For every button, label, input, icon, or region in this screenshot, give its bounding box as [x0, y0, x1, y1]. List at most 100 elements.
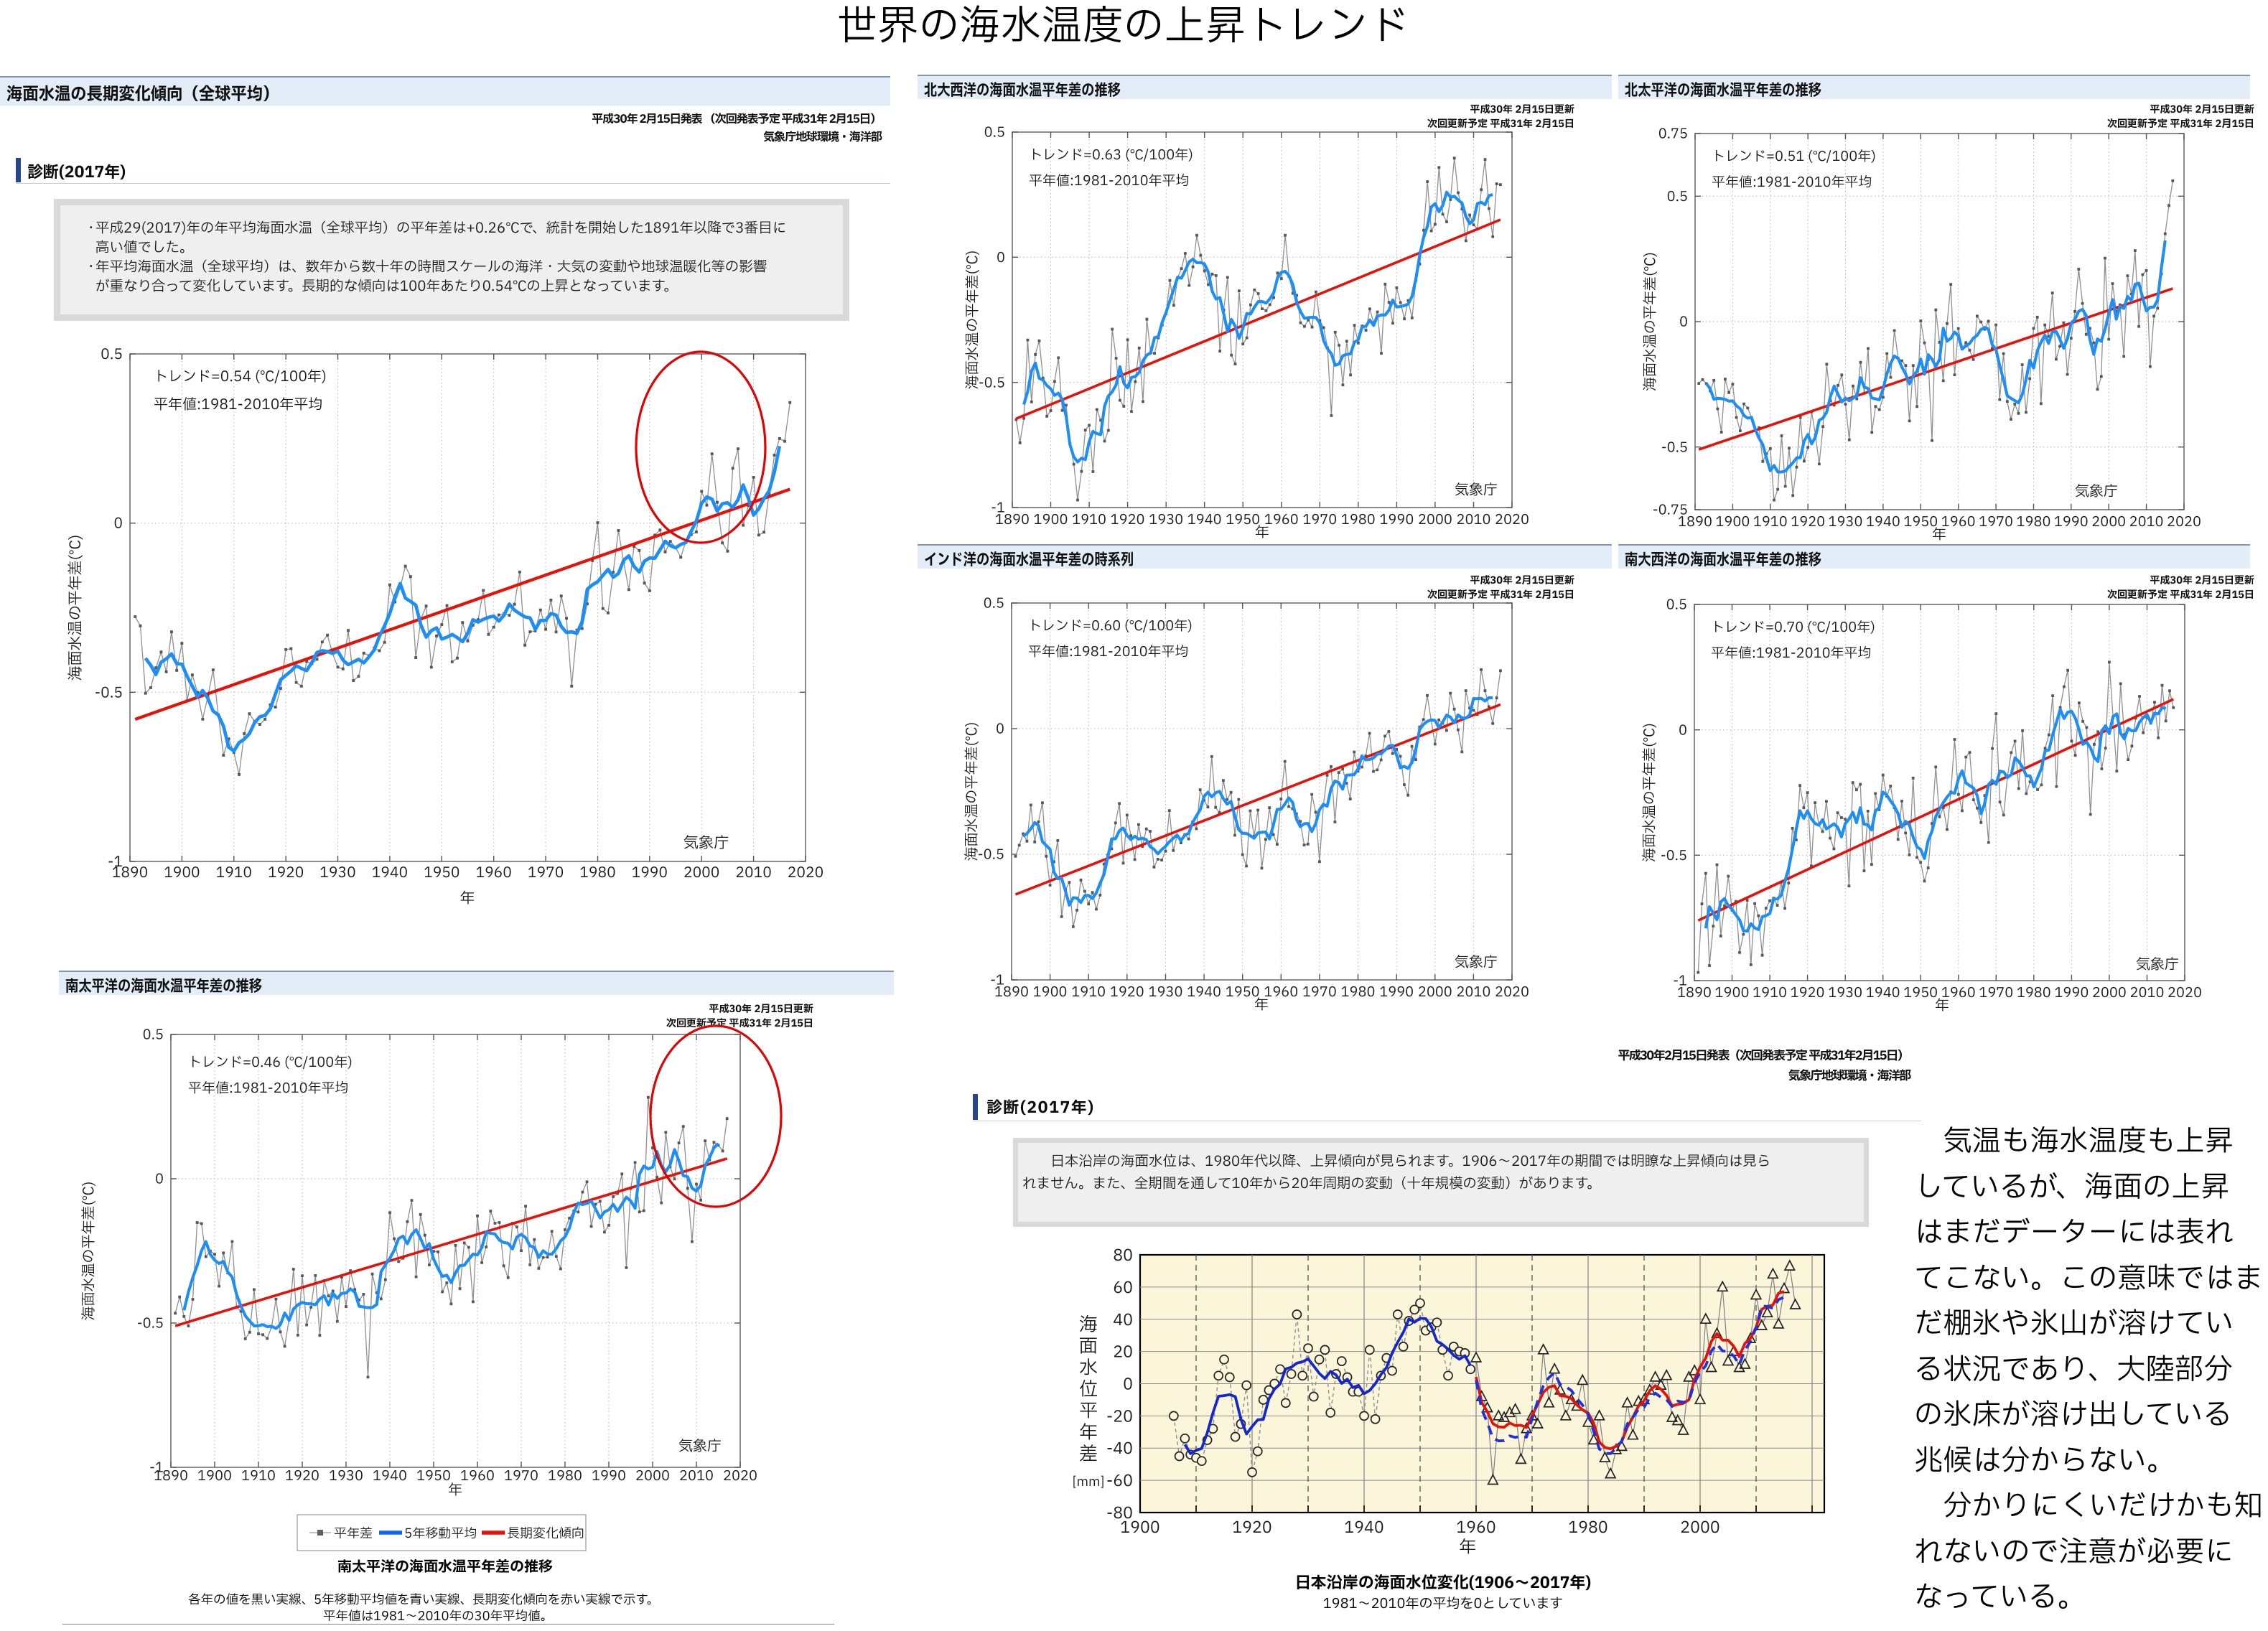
svg-text:海: 海: [1079, 1312, 1098, 1340]
svg-text:2000: 2000: [1418, 983, 1452, 1003]
svg-text:海面水温の平年差(℃): 海面水温の平年差(℃): [65, 535, 88, 681]
svg-text:1890: 1890: [994, 983, 1029, 1003]
svg-text:2020: 2020: [2167, 513, 2201, 533]
svg-text:1950: 1950: [1903, 513, 1938, 533]
svg-text:0: 0: [996, 720, 1004, 740]
svg-text:1930: 1930: [1828, 983, 1862, 1004]
svg-text:0: 0: [155, 1170, 164, 1190]
svg-text:-0.5: -0.5: [978, 846, 1004, 866]
svg-text:1930: 1930: [1149, 983, 1183, 1003]
svg-text:トレンド=0.51 (℃/100年): トレンド=0.51 (℃/100年): [1712, 147, 1876, 167]
svg-text:1890: 1890: [995, 510, 1030, 531]
svg-text:2010: 2010: [1457, 510, 1491, 531]
svg-text:1960: 1960: [1941, 513, 1976, 533]
svg-text:1970: 1970: [504, 1467, 538, 1487]
svg-text:2010: 2010: [735, 862, 771, 884]
svg-text:1940: 1940: [1187, 983, 1221, 1003]
svg-text:年: 年: [1459, 1535, 1476, 1561]
svg-text:1960: 1960: [475, 862, 511, 884]
svg-text:1940: 1940: [1187, 510, 1222, 531]
svg-text:1970: 1970: [1302, 510, 1337, 531]
svg-text:1970: 1970: [1979, 513, 2013, 533]
svg-text:長期変化傾向: 長期変化傾向: [507, 1524, 584, 1543]
svg-text:60: 60: [1113, 1276, 1133, 1300]
svg-text:0: 0: [997, 248, 1005, 268]
svg-text:平年値:1981-2010年平均: 平年値:1981-2010年平均: [188, 1079, 349, 1099]
svg-text:1910: 1910: [1753, 513, 1788, 533]
svg-text:年: 年: [1254, 994, 1269, 1016]
svg-text:平年値:1981-2010年平均: 平年値:1981-2010年平均: [1712, 173, 1872, 193]
svg-text:トレンド=0.60 (℃/100年): トレンド=0.60 (℃/100年): [1028, 617, 1193, 637]
svg-text:海面水温の平年差(℃): 海面水温の平年差(℃): [1640, 252, 1661, 391]
svg-text:2020: 2020: [788, 862, 823, 884]
svg-text:-1: -1: [1673, 972, 1687, 992]
svg-text:1950: 1950: [416, 1467, 451, 1487]
svg-text:1940: 1940: [1866, 983, 1900, 1004]
svg-text:年: 年: [1255, 522, 1269, 543]
svg-text:年: 年: [460, 888, 475, 910]
svg-text:1920: 1920: [1791, 513, 1825, 533]
svg-text:1920: 1920: [1232, 1516, 1271, 1540]
svg-text:気象庁: 気象庁: [2136, 954, 2179, 976]
svg-text:5年移動平均: 5年移動平均: [404, 1524, 477, 1543]
svg-text:[mm]: [mm]: [1073, 1472, 1105, 1492]
svg-text:1990: 1990: [632, 862, 668, 884]
svg-text:1960: 1960: [1264, 510, 1299, 531]
svg-text:0: 0: [1123, 1373, 1133, 1397]
svg-text:1920: 1920: [1111, 510, 1145, 531]
svg-text:1930: 1930: [1149, 510, 1183, 531]
svg-text:平年差: 平年差: [334, 1524, 373, 1543]
svg-text:0.5: 0.5: [984, 123, 1005, 144]
svg-text:-1: -1: [108, 851, 123, 873]
svg-text:1950: 1950: [1226, 983, 1260, 1003]
svg-text:-1: -1: [149, 1459, 164, 1479]
svg-text:1980: 1980: [2017, 513, 2051, 533]
svg-text:1900: 1900: [1120, 1516, 1159, 1540]
svg-text:1990: 1990: [592, 1467, 626, 1487]
svg-text:1890: 1890: [154, 1467, 188, 1487]
svg-text:1930: 1930: [1829, 513, 1863, 533]
svg-text:2000: 2000: [635, 1467, 670, 1487]
svg-text:-0.5: -0.5: [95, 682, 123, 704]
svg-text:-0.5: -0.5: [1661, 846, 1687, 866]
svg-text:気象庁: 気象庁: [1455, 480, 1498, 501]
svg-text:1990: 1990: [1379, 510, 1414, 531]
svg-text:1920: 1920: [1110, 983, 1144, 1003]
svg-text:トレンド=0.46 (℃/100年): トレンド=0.46 (℃/100年): [188, 1053, 353, 1073]
svg-text:-1: -1: [990, 971, 1004, 991]
svg-text:1950: 1950: [1226, 510, 1260, 531]
svg-text:1950: 1950: [424, 862, 459, 884]
svg-text:-0.75: -0.75: [1653, 501, 1688, 521]
svg-text:0.5: 0.5: [101, 344, 123, 365]
svg-text:1980: 1980: [2017, 983, 2051, 1004]
svg-text:0.5: 0.5: [1667, 187, 1688, 207]
svg-text:位: 位: [1079, 1376, 1098, 1404]
svg-text:気象庁: 気象庁: [1455, 952, 1498, 973]
svg-text:海面水温の平年差(℃): 海面水温の平年差(℃): [1639, 723, 1661, 862]
svg-text:2000: 2000: [1680, 1516, 1719, 1540]
svg-text:1930: 1930: [319, 862, 355, 884]
svg-text:-60: -60: [1106, 1469, 1133, 1493]
svg-text:2010: 2010: [2129, 513, 2164, 533]
svg-text:1910: 1910: [1072, 510, 1106, 531]
svg-text:1940: 1940: [372, 862, 408, 884]
svg-text:平年値:1981-2010年平均: 平年値:1981-2010年平均: [1028, 642, 1189, 663]
svg-text:1900: 1900: [1033, 983, 1068, 1003]
svg-text:1910: 1910: [1071, 983, 1106, 1003]
svg-text:1990: 1990: [1379, 983, 1414, 1003]
svg-text:面: 面: [1079, 1333, 1098, 1361]
svg-text:2020: 2020: [1495, 983, 1529, 1003]
svg-text:1990: 1990: [2054, 513, 2089, 533]
svg-text:1900: 1900: [1034, 510, 1068, 531]
svg-text:2010: 2010: [679, 1467, 714, 1487]
svg-text:-40: -40: [1106, 1437, 1133, 1461]
svg-text:水: 水: [1079, 1355, 1098, 1383]
svg-text:-1: -1: [991, 499, 1005, 519]
svg-text:-20: -20: [1106, 1405, 1133, 1429]
svg-text:平年値:1981-2010年平均: 平年値:1981-2010年平均: [154, 394, 322, 416]
svg-text:年: 年: [448, 1480, 462, 1501]
svg-text:1930: 1930: [329, 1467, 363, 1487]
svg-text:1970: 1970: [1302, 983, 1337, 1003]
svg-text:2010: 2010: [1456, 983, 1490, 1003]
svg-text:2000: 2000: [2091, 513, 2126, 533]
